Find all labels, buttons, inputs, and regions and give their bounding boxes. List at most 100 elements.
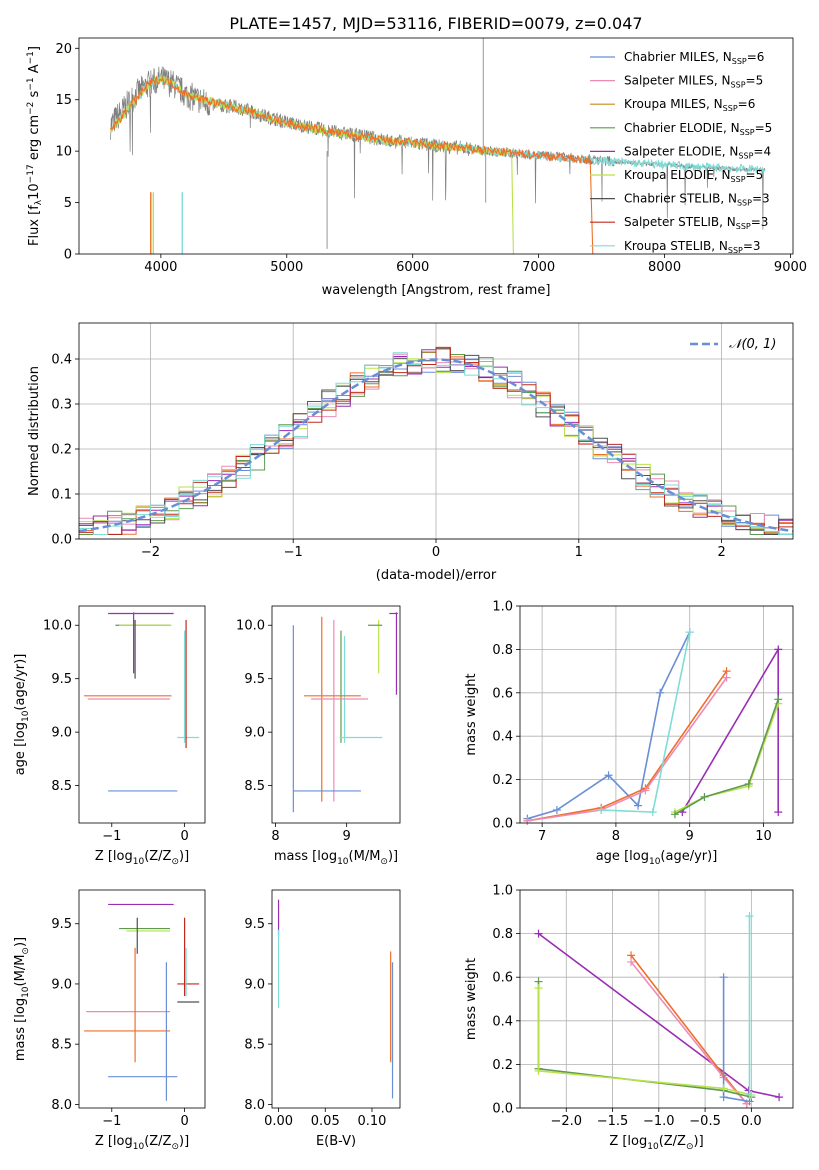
weight-series [527, 677, 728, 822]
weight-marker [722, 673, 731, 682]
y-tick-label: 9.0 [51, 726, 72, 741]
y-axis-label: Flux [fλ10−17 erg cm−2 s−1 A−1] [26, 46, 44, 246]
weight-series [537, 981, 752, 1098]
weight-marker [719, 1084, 728, 1093]
y-tick-label: 8.0 [51, 1098, 72, 1113]
weight-series [674, 699, 779, 815]
weight-marker [604, 771, 613, 780]
y-axis-label: Normed distribution [27, 366, 42, 496]
x-tick-label: 9 [343, 829, 351, 844]
weight-marker [774, 645, 783, 654]
y-axis-label: age [log10(age/yr)] [13, 654, 31, 776]
weight-marker [774, 808, 783, 817]
y-tick-label: 0.0 [492, 817, 513, 832]
y-tick-label: 0.2 [492, 1058, 513, 1073]
x-tick-label: 6000 [396, 260, 429, 275]
x-axis-label: Z [log10(Z/Z⊙)] [95, 849, 189, 867]
y-tick-label: 9.5 [244, 672, 265, 687]
x-axis-label: mass [log10(M/M⊙)] [274, 849, 398, 867]
weight-marker [670, 810, 679, 819]
y-tick-label: 0.6 [492, 971, 513, 986]
x-axis-label: wavelength [Angstrom, rest frame] [322, 283, 551, 298]
weight-series [527, 670, 728, 822]
weight-marker [656, 688, 665, 697]
residual-histogram [79, 352, 793, 535]
y-tick-label: 0.1 [51, 488, 72, 503]
weight-marker [534, 1066, 543, 1075]
weight-series [537, 988, 752, 1096]
weight-series [674, 703, 779, 813]
plot-frame [78, 37, 794, 255]
x-tick-label: 0.00 [264, 1114, 293, 1129]
x-tick-label: 9000 [774, 260, 807, 275]
y-tick-label: 8.0 [244, 1098, 265, 1113]
x-tick-label: 4000 [144, 260, 177, 275]
x-axis-label: Z [log10(Z/Z⊙)] [609, 1134, 703, 1152]
weight-marker [744, 779, 753, 788]
legend-label: Chabrier ELODIE, NSSP=5 [624, 121, 772, 137]
x-tick-label: 0.05 [311, 1114, 340, 1129]
y-tick-label: 9.5 [51, 672, 72, 687]
plot-frame [271, 889, 401, 1109]
y-tick-label: 0.2 [492, 773, 513, 788]
y-tick-label: 8.5 [51, 1038, 72, 1053]
weight-marker [634, 801, 643, 810]
x-tick-label: 7 [538, 829, 546, 844]
weight-marker [597, 805, 606, 814]
x-tick-label: 0.10 [357, 1114, 386, 1129]
x-tick-label: 9 [686, 829, 694, 844]
y-tick-label: 9.5 [244, 917, 265, 932]
legend-label: Kroupa MILES, NSSP=6 [624, 97, 755, 113]
legend-label: Kroupa ELODIE, NSSP=5 [624, 168, 763, 184]
y-axis-label: mass weight [464, 958, 479, 1040]
x-tick-label: −1 [284, 545, 303, 560]
residual-histogram [79, 346, 793, 535]
plot-frame [78, 605, 206, 824]
y-tick-label: 0.4 [51, 353, 72, 368]
y-tick-label: 0.0 [51, 533, 72, 548]
x-tick-label: −0.5 [689, 1114, 721, 1129]
weight-marker [775, 1093, 784, 1102]
legend-label: Salpeter STELIB, NSSP=3 [624, 215, 768, 231]
gaussian-curve [78, 358, 794, 533]
x-tick-label: 1 [575, 545, 583, 560]
y-tick-label: 20 [55, 42, 72, 57]
y-tick-label: 0.2 [51, 443, 72, 458]
model-spectrum [110, 75, 594, 255]
y-tick-label: 0.4 [492, 730, 513, 745]
y-axis-label: mass weight [464, 673, 479, 755]
weight-marker [700, 792, 709, 801]
x-tick-label: 0 [180, 829, 188, 844]
weight-marker [552, 805, 561, 814]
x-axis-label: (data-model)/error [376, 568, 497, 583]
plot-frame [78, 889, 206, 1109]
weight-marker [641, 786, 650, 795]
x-tick-label: −1.5 [597, 1114, 629, 1129]
weight-marker [774, 695, 783, 704]
weight-marker [648, 808, 657, 817]
plot-frame [519, 889, 794, 1109]
y-tick-label: 8.5 [51, 779, 72, 794]
legend-label: 𝒩(0, 1) [729, 337, 776, 352]
x-axis-label: E(B-V) [316, 1134, 356, 1149]
y-tick-label: 9.5 [51, 917, 72, 932]
weight-series [527, 631, 691, 820]
weight-marker [523, 816, 532, 825]
y-tick-label: 1.0 [492, 884, 513, 899]
legend-label: Chabrier MILES, NSSP=6 [624, 50, 764, 66]
weight-marker [744, 1086, 753, 1095]
x-tick-label: 8 [612, 829, 620, 844]
x-tick-label: 10 [755, 829, 772, 844]
x-tick-label: 8 [271, 829, 279, 844]
plot-frame [271, 605, 401, 824]
x-tick-label: 7000 [522, 260, 555, 275]
weight-marker [745, 912, 754, 921]
y-tick-label: 0.8 [492, 927, 513, 942]
model-spectrum [109, 75, 514, 255]
y-tick-label: 9.0 [51, 977, 72, 992]
weight-marker [685, 628, 694, 637]
y-tick-label: 9.0 [244, 726, 265, 741]
y-tick-label: 10 [55, 145, 72, 160]
legend-label: Kroupa STELIB, NSSP=3 [624, 239, 761, 255]
y-tick-label: 15 [55, 93, 72, 108]
